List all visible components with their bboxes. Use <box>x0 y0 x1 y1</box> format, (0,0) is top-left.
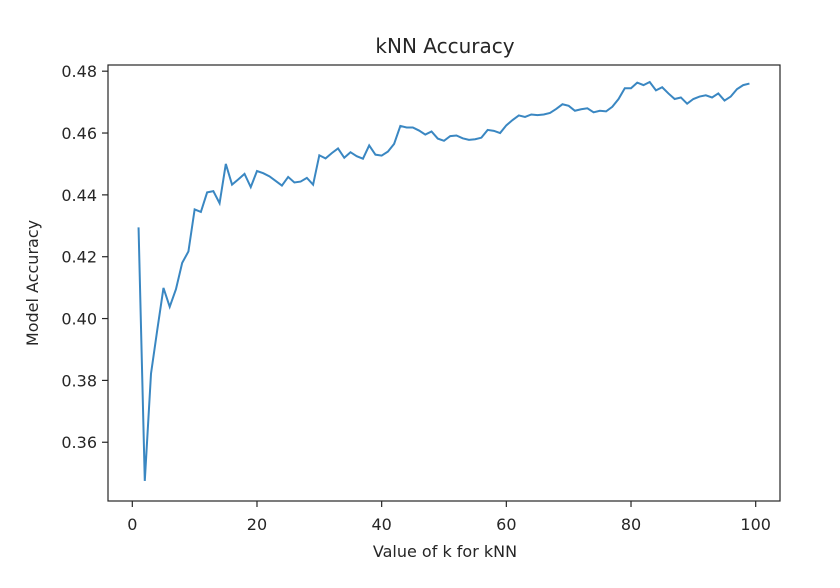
y-axis-ticks: 0.36 0.38 0.40 0.42 0.44 0.46 0.48 <box>61 62 108 452</box>
x-tick-label: 20 <box>247 515 267 534</box>
y-tick-label: 0.48 <box>61 62 97 81</box>
plot-area-frame <box>107 64 781 502</box>
y-tick-label: 0.46 <box>61 124 97 143</box>
y-tick-label: 0.36 <box>61 433 97 452</box>
y-axis-label: Model Accuracy <box>23 220 42 346</box>
x-tick-label: 60 <box>496 515 516 534</box>
chart-title: kNN Accuracy <box>375 34 514 58</box>
y-tick-label: 0.38 <box>61 371 97 390</box>
x-axis-label: Value of k for kNN <box>373 542 517 561</box>
x-tick-label: 0 <box>127 515 137 534</box>
x-tick-label: 80 <box>621 515 641 534</box>
x-tick-label: 40 <box>371 515 391 534</box>
x-tick-label: 100 <box>740 515 771 534</box>
x-axis-ticks: 0 20 40 60 80 100 <box>127 501 771 534</box>
accuracy-series-line <box>137 80 750 481</box>
y-tick-label: 0.40 <box>61 310 97 329</box>
y-tick-label: 0.42 <box>61 248 97 267</box>
y-tick-label: 0.44 <box>61 186 97 205</box>
